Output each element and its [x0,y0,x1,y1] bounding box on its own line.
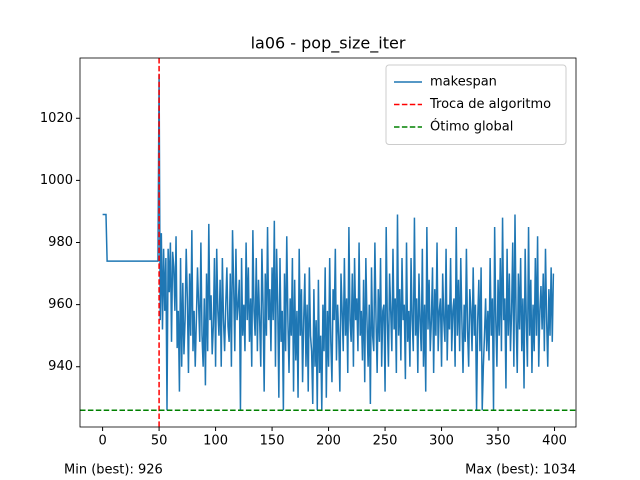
plot-frame [79,57,577,428]
legend-label: makespan [430,75,497,90]
legend-label: Ótimo global [430,119,513,135]
x-tick-label: 150 [260,434,285,449]
y-tick-label: 940 [48,359,73,374]
x-tick-label: 200 [316,434,341,449]
footer-max: Max (best): 1034 [465,463,576,478]
y-tick-label: 980 [48,235,73,250]
x-tick-label: 100 [203,434,228,449]
x-tick-label: 400 [542,434,567,449]
series-line [102,74,555,411]
y-tick-label: 1000 [40,173,73,188]
legend-box [385,64,567,145]
y-tick-label: 960 [48,297,73,312]
legend-label: Troca de algoritmo [429,97,551,112]
y-tick-label: 1020 [40,111,73,126]
x-tick-label: 350 [486,434,511,449]
x-tick-label: 250 [373,434,398,449]
x-tick-label: 300 [429,434,454,449]
footer-min: Min (best): 926 [64,463,163,478]
chart-title: la06 - pop_size_iter [251,34,406,54]
x-tick-label: 50 [151,434,168,449]
x-tick-label: 0 [98,434,106,449]
